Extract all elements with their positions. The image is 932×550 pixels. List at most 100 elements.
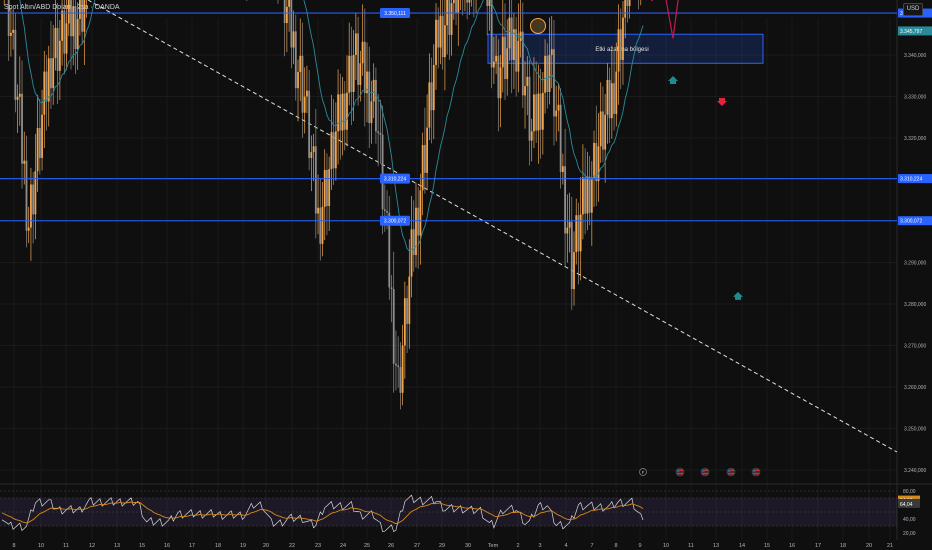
candle-body [36, 128, 39, 172]
candle-body [354, 33, 357, 55]
candle-body [21, 93, 23, 164]
rsi-tick-label: 40,00 [903, 517, 916, 523]
candle-body [343, 93, 346, 130]
candle-body [346, 92, 348, 130]
level-tag-text: 3.300,072 [384, 219, 406, 225]
flag-stripe [753, 469, 759, 472]
time-tick-label: 13 [114, 543, 120, 549]
axis-level-text: 3.300,072 [900, 219, 922, 225]
candle-body [16, 96, 19, 100]
candle-body [415, 207, 417, 256]
candle-body [610, 83, 613, 119]
currency-selector[interactable]: USD [903, 3, 923, 16]
time-tick-label: 3 [538, 543, 541, 549]
candle-body [34, 171, 37, 215]
arrows [668, 76, 743, 300]
rsi-value: 64,04 [900, 502, 913, 508]
candle-body [566, 227, 569, 234]
candle-body [397, 365, 400, 368]
candle-body [455, 0, 457, 13]
level-tag [380, 8, 410, 19]
candle-body [579, 214, 582, 252]
candle-body [47, 58, 50, 102]
candle-body [299, 55, 302, 73]
candle-body [377, 131, 380, 134]
time-tick-label: 4 [564, 543, 567, 549]
time-tick-label: 13 [713, 543, 719, 549]
candle-body [510, 17, 513, 60]
time-tick-label: 23 [315, 543, 321, 549]
time-tick-label: 10 [38, 543, 44, 549]
candle-body [45, 71, 48, 102]
candle-body [412, 229, 415, 256]
candle-body [550, 49, 553, 55]
candle-body [624, 0, 627, 18]
candle-body [288, 0, 291, 7]
candle-body [466, 0, 469, 3]
time-tick-label: 8 [614, 543, 617, 549]
candle-body [341, 93, 344, 131]
candle-body [604, 114, 607, 150]
candle-body [50, 58, 52, 89]
candle-body [448, 0, 451, 35]
candle-body [530, 131, 533, 141]
candle-body [450, 3, 453, 35]
candle-body [439, 15, 442, 48]
candle-body [359, 63, 362, 85]
us-flag-icon[interactable] [675, 467, 685, 477]
candle-body [441, 15, 444, 58]
candle-body [501, 36, 504, 68]
candle-body [352, 55, 355, 92]
symbol-header[interactable]: Spot Altın/ABD Doları · 2sa · OANDA [4, 4, 120, 11]
event-icon[interactable] [639, 468, 647, 476]
candle-body [410, 229, 413, 277]
event-icons: F [639, 467, 761, 477]
time-axis[interactable]: 8 10 11 12 13 15 16 17 18 19 20 22 23 24 25 26 27 29 30 Tem… [12, 543, 893, 549]
candle-body [67, 0, 70, 24]
candle-body [326, 169, 328, 207]
candle-body [399, 367, 402, 393]
candle-body [65, 23, 68, 54]
candle-body [332, 132, 335, 169]
price-tick-label: 3.250,000 [904, 427, 926, 433]
candle-body [608, 79, 611, 119]
candle-body [559, 104, 562, 173]
candle-body [499, 67, 502, 99]
candle-body [508, 17, 511, 49]
candle-body [41, 114, 43, 158]
candle-body [622, 17, 624, 60]
candle-body [63, 10, 66, 54]
candle-body [54, 27, 57, 59]
candle-body [56, 27, 59, 71]
candle-body [468, 0, 471, 3]
candle-body [297, 72, 299, 89]
candle-body [52, 58, 55, 89]
candle-body [386, 211, 388, 213]
candle-body [383, 209, 386, 212]
candle-body [533, 94, 535, 132]
candle-body [348, 55, 351, 93]
candle-body [432, 64, 435, 111]
us-flag-icon[interactable] [726, 467, 736, 477]
candle-body [334, 131, 337, 169]
candle-body [7, 0, 10, 36]
us-flag-icon[interactable] [751, 467, 761, 477]
candle-body [27, 227, 30, 231]
candle-body [557, 104, 560, 111]
price-tick-label: 3.280,000 [904, 302, 926, 308]
flag-stripe [677, 472, 683, 475]
candle-body [43, 71, 46, 115]
candle-body [372, 79, 375, 102]
time-tick-label: 12 [89, 543, 95, 549]
time-tick-label: 15 [139, 543, 145, 549]
candle-body [390, 287, 393, 290]
candle-body [294, 31, 297, 89]
candle-body [61, 10, 63, 41]
bullish-arrow-icon [668, 76, 678, 85]
candle-body [495, 55, 498, 62]
candle-body [72, 6, 75, 37]
candle-body [81, 0, 84, 32]
us-flag-icon[interactable] [700, 467, 710, 477]
time-tick-label: 18 [840, 543, 846, 549]
